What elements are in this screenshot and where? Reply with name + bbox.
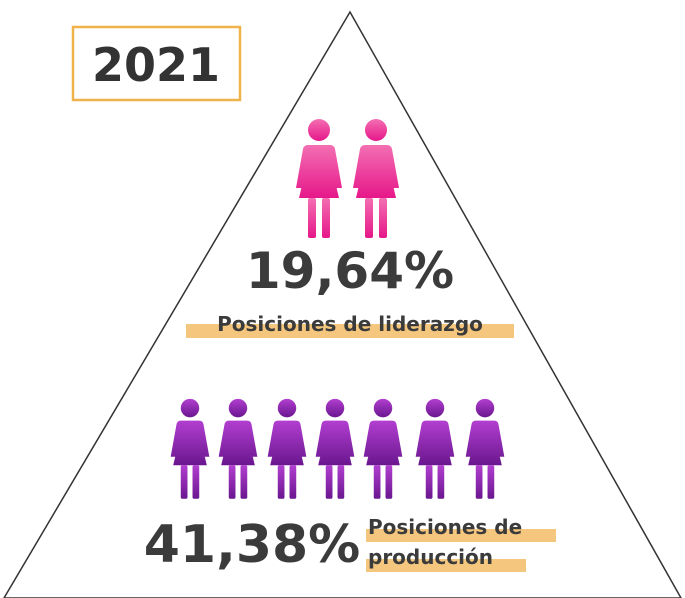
highlight [366,529,556,542]
highlight [366,559,526,572]
year-box [71,25,242,102]
production-label: Posiciones de [368,515,522,539]
leader-icons [296,119,399,238]
year: 2021 [92,38,220,92]
leader-label: Posiciones de liderazgo [217,312,483,336]
production-label: producción [368,545,493,569]
leader-percent: 19,64% [246,242,454,300]
pyramid [3,10,682,598]
production-percent: 41,38% [144,515,361,575]
highlight [186,324,514,338]
production-icons [170,398,505,499]
